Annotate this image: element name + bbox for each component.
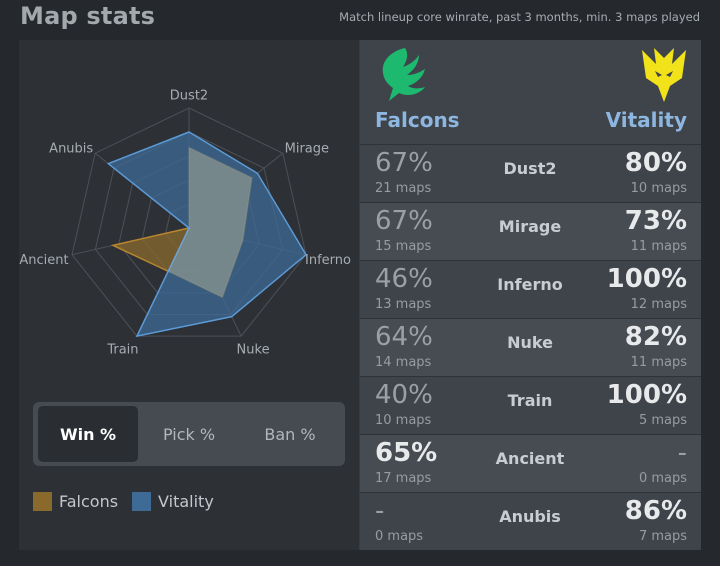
- map-row-mirage: 67% 15 maps Mirage 73% 11 maps: [360, 202, 701, 260]
- tab-win-pct[interactable]: Win %: [38, 406, 138, 462]
- vitality-maps-played: 5 maps: [638, 413, 687, 428]
- map-name: Mirage: [498, 217, 562, 236]
- map-row-ancient: 65% 17 maps Ancient - 0 maps: [360, 434, 701, 492]
- map-row-nuke: 64% 14 maps Nuke 82% 11 maps: [360, 318, 701, 376]
- radar-chart: Dust2 Mirage Inferno Nuke Train Ancient Anubis: [19, 89, 351, 358]
- team-header: Falcons Vitality: [360, 40, 701, 144]
- tab-ban-pct[interactable]: Ban %: [264, 424, 316, 444]
- stat-tabs: Win % Pick % Ban %: [33, 402, 345, 466]
- vitality-winrate: -: [677, 438, 687, 468]
- legend-item-falcons[interactable]: Falcons: [33, 492, 118, 511]
- vitality-maps-played: 10 maps: [630, 181, 687, 196]
- vitality-winrate: 82%: [624, 322, 687, 352]
- falcons-winrate: -: [375, 496, 385, 526]
- falcons-maps-played: 14 maps: [375, 355, 432, 370]
- legend-label-vitality: Vitality: [158, 492, 214, 511]
- stats-table: Falcons Vitality 67% 21 maps Dust2 80% 1…: [360, 40, 701, 550]
- vitality-maps-played: 12 maps: [630, 297, 687, 312]
- map-name: Anubis: [499, 507, 561, 526]
- falcons-maps-played: 15 maps: [375, 239, 432, 254]
- vitality-maps-played: 7 maps: [638, 529, 687, 544]
- legend-item-vitality[interactable]: Vitality: [132, 492, 214, 511]
- falcons-maps-played: 10 maps: [375, 413, 432, 428]
- falcons-maps-played: 13 maps: [375, 297, 432, 312]
- falcons-maps-played: 0 maps: [375, 529, 424, 544]
- vitality-logo-icon: [642, 48, 686, 102]
- falcons-logo-icon: [382, 48, 425, 101]
- radar-panel: Dust2 Mirage Inferno Nuke Train Ancient Anubis…: [19, 40, 359, 550]
- map-row-anubis: - 0 maps Anubis 86% 7 maps: [360, 492, 701, 550]
- vitality-winrate: 80%: [624, 148, 687, 178]
- vitality-maps-played: 0 maps: [638, 471, 687, 486]
- vitality-winrate: 73%: [624, 206, 687, 236]
- radar-overlap-area: [168, 147, 252, 298]
- radar-axis-label-dust2: Dust2: [170, 89, 208, 104]
- vitality-maps-played: 11 maps: [630, 355, 687, 370]
- legend-label-falcons: Falcons: [59, 492, 119, 511]
- legend-swatch-falcons: [33, 492, 52, 511]
- vitality-winrate: 100%: [606, 264, 687, 294]
- chart-legend: Falcons Vitality: [33, 492, 228, 511]
- team-name-vitality: Vitality: [605, 108, 687, 132]
- legend-swatch-vitality: [132, 492, 152, 511]
- page-subtitle: Match lineup core winrate, past 3 months…: [339, 10, 700, 24]
- radar-axis-label-inferno: Inferno: [305, 253, 351, 268]
- map-name: Train: [507, 391, 553, 410]
- map-name: Ancient: [495, 449, 565, 468]
- map-row-train: 40% 10 maps Train 100% 5 maps: [360, 376, 701, 434]
- falcons-winrate: 65%: [375, 438, 438, 468]
- vitality-winrate: 100%: [606, 380, 687, 410]
- team-name-falcons: Falcons: [375, 108, 460, 132]
- radar-series-vitality[interactable]: [106, 131, 307, 338]
- map-stats-card: Dust2 Mirage Inferno Nuke Train Ancient Anubis…: [19, 40, 701, 550]
- radar-ring: [71, 107, 307, 337]
- radar-axis-label-mirage: Mirage: [285, 142, 329, 157]
- falcons-winrate: 64%: [375, 322, 433, 352]
- falcons-winrate: 67%: [375, 206, 433, 236]
- falcons-winrate: 67%: [375, 148, 433, 178]
- map-row-dust2: 67% 21 maps Dust2 80% 10 maps: [360, 144, 701, 202]
- falcons-maps-played: 17 maps: [375, 471, 432, 486]
- vitality-winrate: 86%: [624, 496, 687, 526]
- radar-axis-label-train: Train: [106, 343, 138, 358]
- falcons-winrate: 40%: [375, 380, 433, 410]
- radar-axis-label-anubis: Anubis: [49, 142, 93, 157]
- map-name: Nuke: [507, 333, 553, 352]
- page-title: Map stats: [20, 2, 156, 30]
- radar-axis-label-nuke: Nuke: [237, 343, 270, 358]
- map-row-inferno: 46% 13 maps Inferno 100% 12 maps: [360, 260, 701, 318]
- vitality-maps-played: 11 maps: [630, 239, 687, 254]
- falcons-winrate: 46%: [375, 264, 433, 294]
- tab-pick-pct[interactable]: Pick %: [162, 424, 216, 444]
- map-name: Dust2: [503, 159, 557, 178]
- radar-axis-label-ancient: Ancient: [19, 253, 68, 268]
- falcons-maps-played: 21 maps: [375, 181, 432, 196]
- map-name: Inferno: [497, 275, 563, 294]
